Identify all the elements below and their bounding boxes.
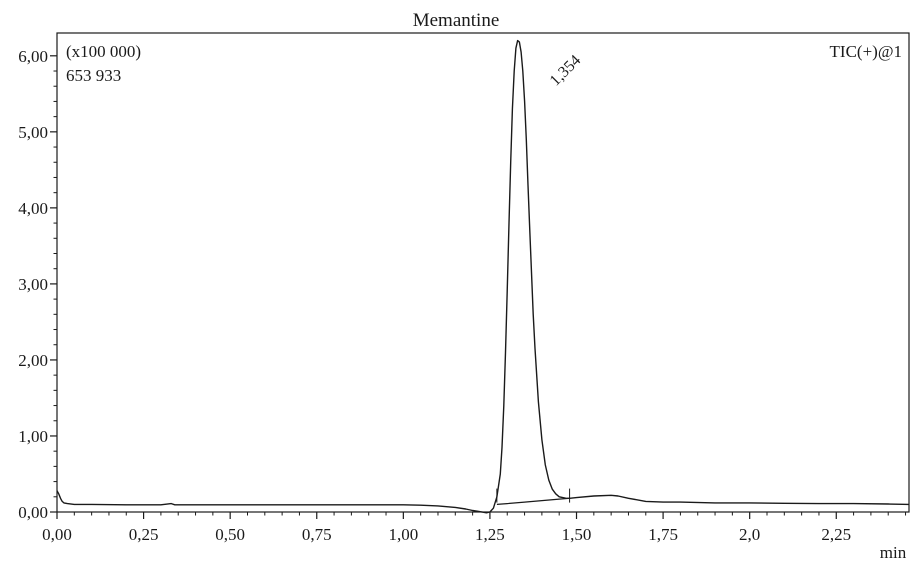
y-tick-label: 3,00 bbox=[18, 275, 48, 294]
y-tick-label: 1,00 bbox=[18, 427, 48, 446]
y-tick-label: 0,00 bbox=[18, 503, 48, 522]
x-tick-label: 0,50 bbox=[215, 525, 245, 544]
peak-annotations: 1,354 bbox=[496, 52, 584, 503]
plot-frame bbox=[56, 32, 910, 513]
x-tick-label: 0,25 bbox=[129, 525, 159, 544]
max-intensity-label: 653 933 bbox=[66, 66, 121, 85]
y-axis-ticks: 0,00 1,00 2,00 3,00 4,00 5,00 6,00 bbox=[18, 47, 57, 522]
x-tick-label: 1,25 bbox=[475, 525, 505, 544]
integration-baseline bbox=[496, 497, 570, 505]
x-axis-label: min bbox=[880, 543, 907, 562]
x-tick-label: 1,00 bbox=[388, 525, 418, 544]
x-tick-label: 1,50 bbox=[562, 525, 592, 544]
x-tick-label: 2,0 bbox=[739, 525, 760, 544]
x-tick-label: 0,00 bbox=[42, 525, 72, 544]
trace-label: TIC(+)@1 bbox=[830, 42, 902, 61]
series-layer bbox=[56, 39, 910, 514]
y-tick-label: 5,00 bbox=[18, 123, 48, 142]
series-line bbox=[56, 39, 910, 514]
y-tick-label: 2,00 bbox=[18, 351, 48, 370]
x-tick-label: 0,75 bbox=[302, 525, 332, 544]
x-tick-label: 2,25 bbox=[821, 525, 851, 544]
chart-title: Memantine bbox=[413, 10, 500, 31]
y-tick-label: 4,00 bbox=[18, 199, 48, 218]
x-axis-ticks: 0,00 0,25 0,50 0,75 1,00 1,25 1,50 1,75 2,0 2,25 bbox=[42, 512, 907, 544]
y-tick-label: 6,00 bbox=[18, 47, 48, 66]
peak-retention-label: 1,354 bbox=[547, 52, 584, 89]
intensity-scale-label: (x100 000) bbox=[66, 42, 141, 61]
x-tick-label: 1,75 bbox=[648, 525, 678, 544]
